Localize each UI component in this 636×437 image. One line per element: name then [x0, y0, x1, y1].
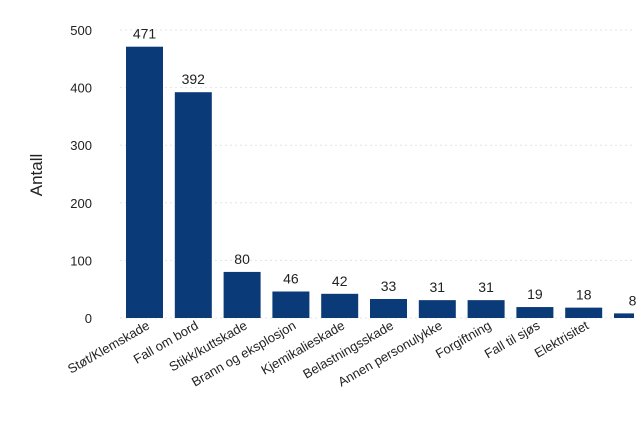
data-label: 46 — [283, 271, 299, 287]
y-axis-title: Antall — [27, 154, 46, 197]
data-label: 31 — [478, 279, 494, 295]
bar — [174, 92, 212, 318]
bar — [516, 307, 554, 318]
bar — [223, 271, 261, 318]
bar — [418, 300, 456, 318]
bar — [565, 307, 603, 318]
bar — [370, 298, 407, 318]
data-labels: 471 392 80 46 42 33 31 31 19 18 8 — [133, 26, 636, 309]
category-label: Fall til sjøs — [482, 317, 543, 361]
data-label: 392 — [182, 71, 206, 87]
y-tick-label: 0 — [85, 311, 92, 326]
data-label: 33 — [381, 278, 397, 294]
data-label: 31 — [430, 279, 446, 295]
y-tick-label: 400 — [70, 81, 92, 96]
category-label: Støt/Klemskade — [65, 318, 152, 377]
bars — [126, 46, 634, 318]
y-tick-label: 100 — [70, 253, 92, 268]
data-label: 42 — [332, 273, 348, 289]
data-label: 471 — [133, 26, 157, 42]
bar — [614, 313, 634, 318]
bar — [321, 293, 359, 318]
y-tick-label: 500 — [70, 23, 92, 38]
y-tick-label: 300 — [70, 138, 92, 153]
data-label: 8 — [629, 292, 636, 308]
bar — [272, 291, 310, 318]
bar — [126, 46, 163, 318]
y-tick-label: 200 — [70, 196, 92, 211]
category-label: Elektrisitet — [532, 317, 592, 360]
bar — [467, 300, 505, 318]
data-label: 80 — [234, 251, 250, 267]
y-axis-ticks: 0 100 200 300 400 500 — [70, 23, 92, 326]
data-label: 19 — [527, 286, 543, 302]
data-label: 18 — [576, 287, 592, 303]
